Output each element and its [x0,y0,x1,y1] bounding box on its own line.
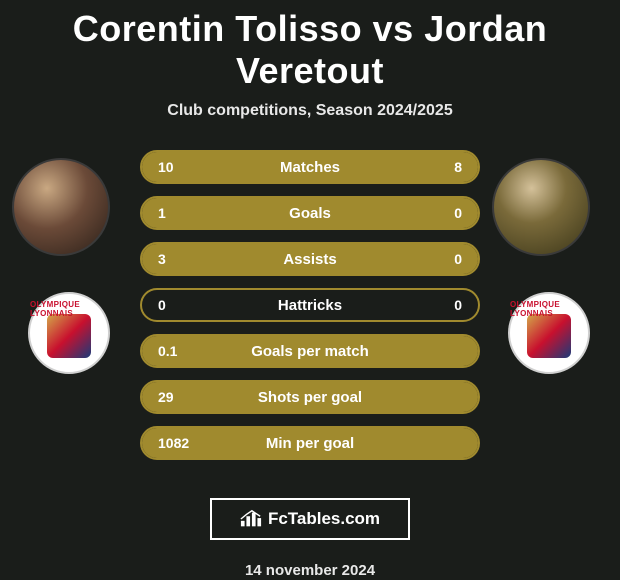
stat-label: Goals [206,205,414,222]
club-name-text: OLYMPIQUE LYONNAIS [510,300,588,318]
player1-avatar [12,158,110,256]
bar-chart-icon [240,509,262,529]
stat-value-right: 8 [414,159,478,175]
stat-value-left: 10 [142,159,206,175]
club-crest-icon [527,314,571,358]
vs-text: vs [373,8,414,49]
stat-label: Hattricks [206,297,414,314]
stat-value-right: 0 [414,205,478,221]
stat-value-right: 0 [414,251,478,267]
player2-club-logo: OLYMPIQUE LYONNAIS [508,292,590,374]
stat-value-left: 0.1 [142,343,206,359]
brand-watermark: FcTables.com [210,498,410,540]
club-crest-icon [47,314,91,358]
player1-club-logo: OLYMPIQUE LYONNAIS [28,292,110,374]
stat-value-left: 1082 [142,435,206,451]
stat-label: Min per goal [206,435,414,452]
comparison-title: Corentin Tolisso vs Jordan Veretout [0,0,620,92]
stat-value-right: 0 [414,297,478,313]
player2-avatar [492,158,590,256]
club-name-text: OLYMPIQUE LYONNAIS [30,300,108,318]
stat-value-left: 3 [142,251,206,267]
stat-label: Goals per match [206,343,414,360]
brand-name: FcTables.com [268,509,380,529]
stats-list: 10Matches81Goals03Assists00Hattricks00.1… [140,150,480,472]
snapshot-date: 14 november 2024 [0,562,620,579]
stat-value-left: 1 [142,205,206,221]
stat-row: 0Hattricks0 [140,288,480,322]
comparison-panel: OLYMPIQUE LYONNAIS OLYMPIQUE LYONNAIS 10… [0,150,620,480]
season-subtitle: Club competitions, Season 2024/2025 [0,102,620,120]
stat-row: 29Shots per goal [140,380,480,414]
stat-value-left: 0 [142,297,206,313]
stat-row: 10Matches8 [140,150,480,184]
stat-row: 3Assists0 [140,242,480,276]
player1-name: Corentin Tolisso [73,8,362,49]
stat-label: Assists [206,251,414,268]
stat-label: Matches [206,159,414,176]
stat-value-left: 29 [142,389,206,405]
stat-row: 1082Min per goal [140,426,480,460]
stat-row: 1Goals0 [140,196,480,230]
stat-row: 0.1Goals per match [140,334,480,368]
stat-label: Shots per goal [206,389,414,406]
